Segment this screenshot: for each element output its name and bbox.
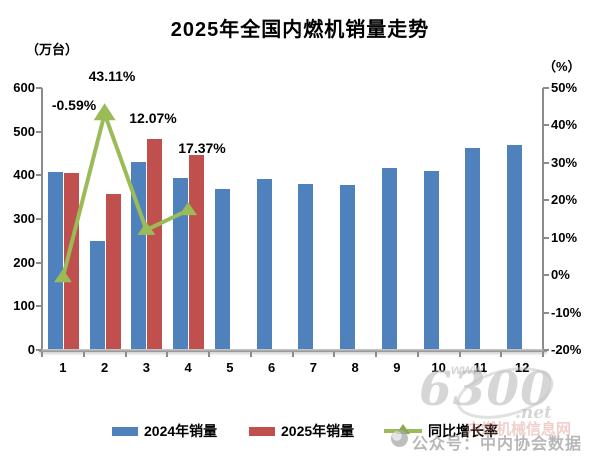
x-axis-category-label: 1 (59, 360, 67, 375)
right-axis-unit: （%） (543, 59, 581, 74)
bar-2024-month-2 (89, 240, 105, 349)
growth-point-label: 17.37% (178, 140, 226, 156)
legend-swatch-2025-icon (249, 426, 275, 436)
right-axis-line (542, 88, 544, 350)
right-axis-tick (543, 274, 549, 277)
legend-label-growth: 同比增长率 (428, 423, 498, 439)
right-axis-tick (543, 236, 549, 239)
bar-2024-month-7 (298, 184, 314, 349)
left-axis-tick (36, 218, 42, 220)
x-axis-category-label: 8 (351, 360, 359, 375)
x-axis-tick (333, 352, 336, 357)
x-axis-category-label: 2 (101, 360, 109, 375)
watermark-site-line: 内燃机械信息网 (466, 421, 572, 438)
bar-2025-month-4 (189, 155, 205, 349)
growth-point-label: 43.11% (88, 68, 136, 84)
left-axis-tick-label: 0 (27, 342, 35, 357)
left-axis-tick-label: 600 (13, 80, 35, 95)
right-axis-tick (543, 311, 549, 314)
x-axis-tick (166, 352, 169, 357)
right-axis-tick (543, 161, 549, 164)
right-axis-tick-label: 30% (551, 154, 578, 170)
watermark-account-line: 公众号：中内协会数据 (412, 436, 583, 453)
bar-2024-month-4 (173, 177, 189, 349)
bar-2024-month-12 (507, 144, 523, 349)
watermark-net: .net (515, 403, 552, 423)
x-axis-category-label: 5 (226, 360, 234, 375)
right-axis-tick-label: -20% (551, 342, 582, 357)
growth-marker-triangle-icon (93, 103, 116, 121)
bar-2025-month-3 (147, 139, 163, 349)
growth-point-label: -0.59% (51, 97, 97, 113)
watermark-wechat-icon (391, 430, 408, 447)
x-axis-tick (458, 352, 461, 357)
right-axis-tick (543, 124, 549, 127)
left-axis-tick-label: 500 (13, 123, 35, 139)
bar-2024-month-5 (214, 188, 230, 349)
right-axis-tick (543, 199, 549, 202)
chart-title: 2025年全国内燃机销量走势 (170, 19, 430, 41)
left-axis-tick (36, 305, 42, 308)
right-axis-tick-label: 20% (551, 192, 578, 208)
x-axis-category-label: 10 (431, 360, 446, 375)
x-axis-tick (291, 352, 294, 357)
x-axis-tick (375, 352, 377, 357)
right-axis-tick-label: 40% (551, 117, 578, 133)
right-axis-tick-label: 0% (551, 267, 570, 283)
x-axis-tick (542, 352, 544, 357)
x-axis-tick (82, 352, 85, 357)
bar-2024-month-1 (47, 171, 63, 349)
left-axis-line (41, 88, 43, 350)
bar-2024-month-8 (340, 184, 356, 349)
bar-2024-month-6 (256, 179, 272, 349)
legend-swatch-2024-icon (112, 426, 138, 436)
left-axis-unit: （万台） (26, 42, 79, 57)
bar-2024-month-10 (423, 170, 439, 349)
x-axis-category-label: 6 (268, 360, 276, 375)
left-axis-tick (36, 349, 42, 351)
bar-2024-month-3 (131, 162, 147, 349)
bar-2025-month-1 (63, 173, 79, 349)
left-axis-tick (36, 261, 42, 264)
x-axis-category-label: 7 (309, 360, 317, 375)
legend-item-2025[interactable]: 2025年销量 (249, 423, 355, 439)
legend-label-2025: 2025年销量 (281, 423, 355, 439)
right-axis-tick (543, 87, 549, 89)
x-axis-tick (208, 352, 210, 357)
growth-point-label: 12.07% (129, 110, 177, 126)
right-axis-tick-label: 10% (551, 229, 578, 245)
legend-item-2024[interactable]: 2024年销量 (112, 423, 218, 439)
x-axis-tick (124, 352, 127, 357)
left-axis-tick (36, 130, 42, 133)
left-axis-tick (36, 174, 42, 177)
left-axis-tick-label: 400 (13, 167, 35, 183)
bar-2025-month-2 (105, 194, 121, 349)
x-axis-category-label: 3 (142, 360, 150, 375)
x-axis-category-label: 9 (393, 360, 401, 375)
x-axis-category-label: 4 (184, 360, 192, 375)
bar-2024-month-9 (381, 168, 397, 349)
legend-label-2024: 2024年销量 (144, 423, 218, 439)
bar-2024-month-11 (465, 147, 481, 349)
x-axis-tick (249, 352, 252, 357)
left-axis-tick-label: 300 (13, 211, 35, 226)
growth-line (60, 106, 189, 278)
left-axis-tick (36, 87, 42, 89)
right-axis-tick-label: 50% (551, 80, 578, 95)
x-axis-tick (41, 352, 43, 357)
left-axis-tick-label: 100 (13, 298, 35, 314)
left-axis-tick-label: 200 (13, 254, 35, 270)
x-axis-line (39, 349, 547, 352)
x-axis-tick (500, 352, 503, 357)
right-axis-tick (543, 349, 549, 351)
x-axis-tick (416, 352, 419, 357)
right-axis-tick-label: -10% (551, 304, 582, 320)
